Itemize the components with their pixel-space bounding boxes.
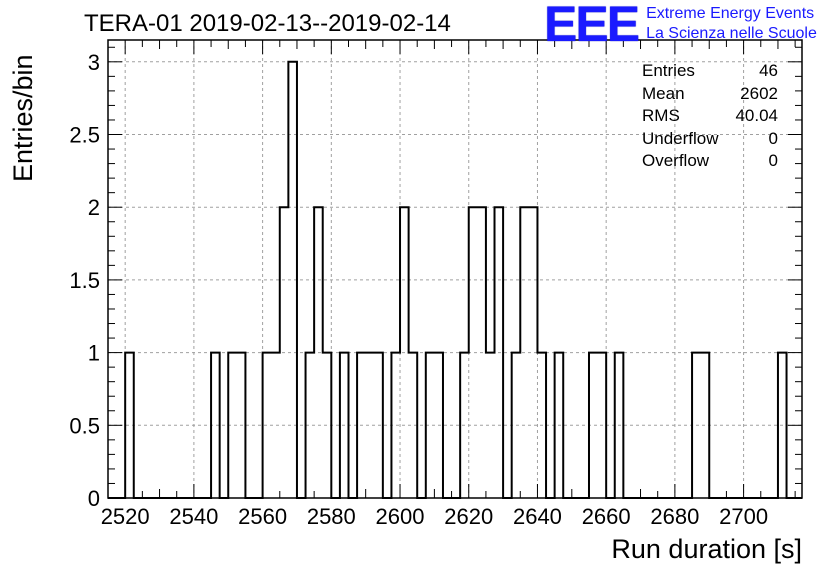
logo-line-2: La Scienza nelle Scuole <box>646 25 817 42</box>
stat-value: 0 <box>768 151 778 170</box>
y-tick-label: 0 <box>88 486 100 511</box>
stat-label: Overflow <box>642 151 710 170</box>
stat-row-mean: Mean 2602 <box>642 83 778 106</box>
stat-row-underflow: Underflow 0 <box>642 128 778 151</box>
x-tick-label: 2700 <box>719 504 768 529</box>
stat-value: 46 <box>759 61 778 80</box>
stat-row-rms: RMS 40.04 <box>642 105 778 128</box>
x-tick-label: 2540 <box>169 504 218 529</box>
y-tick-label: 3 <box>88 50 100 75</box>
stat-label: RMS <box>642 106 680 125</box>
eee-logo: EEE Extreme Energy Events La Scienza nel… <box>544 0 817 52</box>
y-axis-label: Entries/bin <box>8 54 38 182</box>
stat-value: 2602 <box>740 83 778 103</box>
stat-label: Entries <box>642 61 695 80</box>
y-tick-label: 0.5 <box>69 413 100 438</box>
y-tick-label: 1 <box>88 341 100 366</box>
stat-value: 0 <box>768 128 778 148</box>
x-tick-label: 2640 <box>513 504 562 529</box>
x-tick-label: 2520 <box>101 504 150 529</box>
y-tick-label: 2.5 <box>69 123 100 148</box>
stat-value: 40.04 <box>735 106 778 125</box>
x-axis-label: Run duration [s] <box>611 534 802 564</box>
plot-frame <box>107 39 803 499</box>
x-tick-label: 2620 <box>444 504 493 529</box>
stat-label: Underflow <box>642 128 719 148</box>
stats-box: Entries 46 Mean 2602 RMS 40.04 Underflow… <box>642 60 778 173</box>
histogram-bars <box>108 60 802 499</box>
x-tick-label: 2600 <box>376 504 425 529</box>
y-tick-label: 2 <box>88 195 100 220</box>
stat-row-overflow: Overflow 0 <box>642 150 778 173</box>
x-tick-label: 2680 <box>650 504 699 529</box>
y-tick-label: 1.5 <box>69 268 100 293</box>
chart-title: TERA-01 2019-02-13--2019-02-14 <box>84 10 451 37</box>
x-tick-label: 2580 <box>307 504 356 529</box>
logo-line-1: Extreme Energy Events <box>646 5 815 22</box>
stat-label: Mean <box>642 83 685 103</box>
x-tick-label: 2660 <box>582 504 631 529</box>
x-tick-label: 2560 <box>238 504 287 529</box>
logo-text: Extreme Energy Events La Scienza nelle S… <box>646 4 817 44</box>
stat-row-entries: Entries 46 <box>642 60 778 83</box>
logo-mark: EEE <box>544 0 640 52</box>
